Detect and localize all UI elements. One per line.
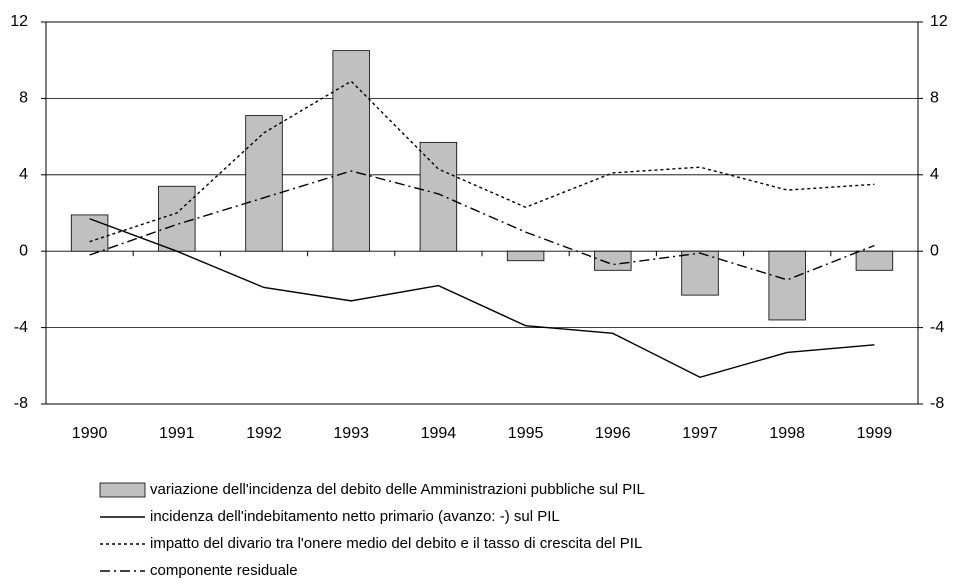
legend-swatch [99, 482, 146, 498]
legend-label: incidenza dell'indebitamento netto prima… [150, 508, 560, 525]
line-series [89, 80, 875, 243]
bar [681, 250, 719, 296]
y2-tick-label: 8 [930, 90, 939, 107]
legend-label: componente residuale [150, 562, 298, 579]
bar [855, 250, 894, 271]
y2-tick-label: 0 [930, 242, 939, 259]
bar [332, 50, 370, 252]
x-tick-label: 1991 [159, 425, 195, 442]
bar [70, 214, 109, 252]
x-tick-label: 1994 [421, 425, 457, 442]
x-tick-label: 1999 [857, 425, 893, 442]
legend-label: variazione dell'incidenza del debito del… [150, 481, 645, 498]
x-tick-label: 1997 [682, 425, 718, 442]
y-tick-label: 12 [10, 13, 28, 30]
y2-tick-label: 4 [930, 166, 939, 183]
line-series [89, 170, 875, 281]
bar [419, 141, 458, 252]
x-tick-label: 1992 [246, 425, 282, 442]
y-tick-label: 0 [19, 242, 28, 259]
bar [594, 250, 632, 271]
y-tick-label: -4 [14, 319, 28, 336]
bar [158, 185, 196, 252]
x-tick-label: 1998 [769, 425, 805, 442]
x-tick-label: 1996 [595, 425, 631, 442]
y-tick-label: 8 [19, 90, 28, 107]
legend-label: impatto del divario tra l'onere medio de… [150, 535, 642, 552]
y-tick-label: 4 [19, 166, 28, 183]
y2-tick-label: 12 [930, 13, 948, 30]
bar [506, 250, 545, 262]
x-tick-label: 1995 [508, 425, 544, 442]
y2-tick-label: -4 [930, 319, 944, 336]
x-tick-label: 1993 [333, 425, 369, 442]
bar [768, 250, 806, 321]
y2-tick-label: -8 [930, 395, 944, 412]
line-series [89, 218, 875, 379]
x-tick-label: 1990 [72, 425, 108, 442]
bar [245, 115, 283, 252]
y-tick-label: -8 [14, 395, 28, 412]
